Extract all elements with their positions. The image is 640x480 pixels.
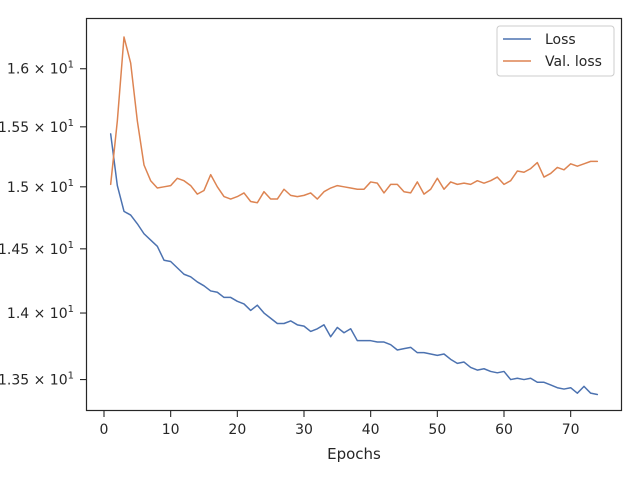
x-tick-label: 50	[428, 422, 446, 438]
y-tick-label: 1.55 × 101	[0, 118, 74, 136]
x-tick-label: 40	[362, 422, 380, 438]
y-tick-label: 1.45 × 101	[0, 240, 74, 258]
y-tick-label: 1.4 × 101	[7, 304, 74, 322]
x-tick-label: 20	[228, 422, 246, 438]
x-tick-label: 10	[162, 422, 180, 438]
x-axis-title: Epochs	[327, 445, 381, 463]
x-tick-label: 0	[100, 422, 109, 438]
y-tick-label: 1.35 × 101	[0, 371, 74, 389]
series-layer	[109, 36, 599, 396]
series-line-val-loss	[109, 36, 599, 204]
plot-frame	[85, 17, 623, 412]
x-tick-label: 70	[562, 422, 580, 438]
x-tick-label: 60	[495, 422, 513, 438]
x-axis-ticks: 0 10 20 30 40 50 60 70	[100, 411, 580, 438]
series-line-loss	[109, 133, 599, 396]
legend: Loss Val. loss	[496, 25, 615, 77]
x-tick-label: 30	[295, 422, 313, 438]
legend-label: Loss	[545, 32, 576, 48]
y-tick-label: 1.5 × 101	[7, 178, 74, 196]
legend-label: Val. loss	[545, 54, 602, 70]
y-axis-ticks: 1.35 × 101 1.4 × 101 1.45 × 101 1.5 × 101 1.…	[0, 60, 86, 389]
y-tick-label: 1.6 × 101	[7, 60, 74, 78]
